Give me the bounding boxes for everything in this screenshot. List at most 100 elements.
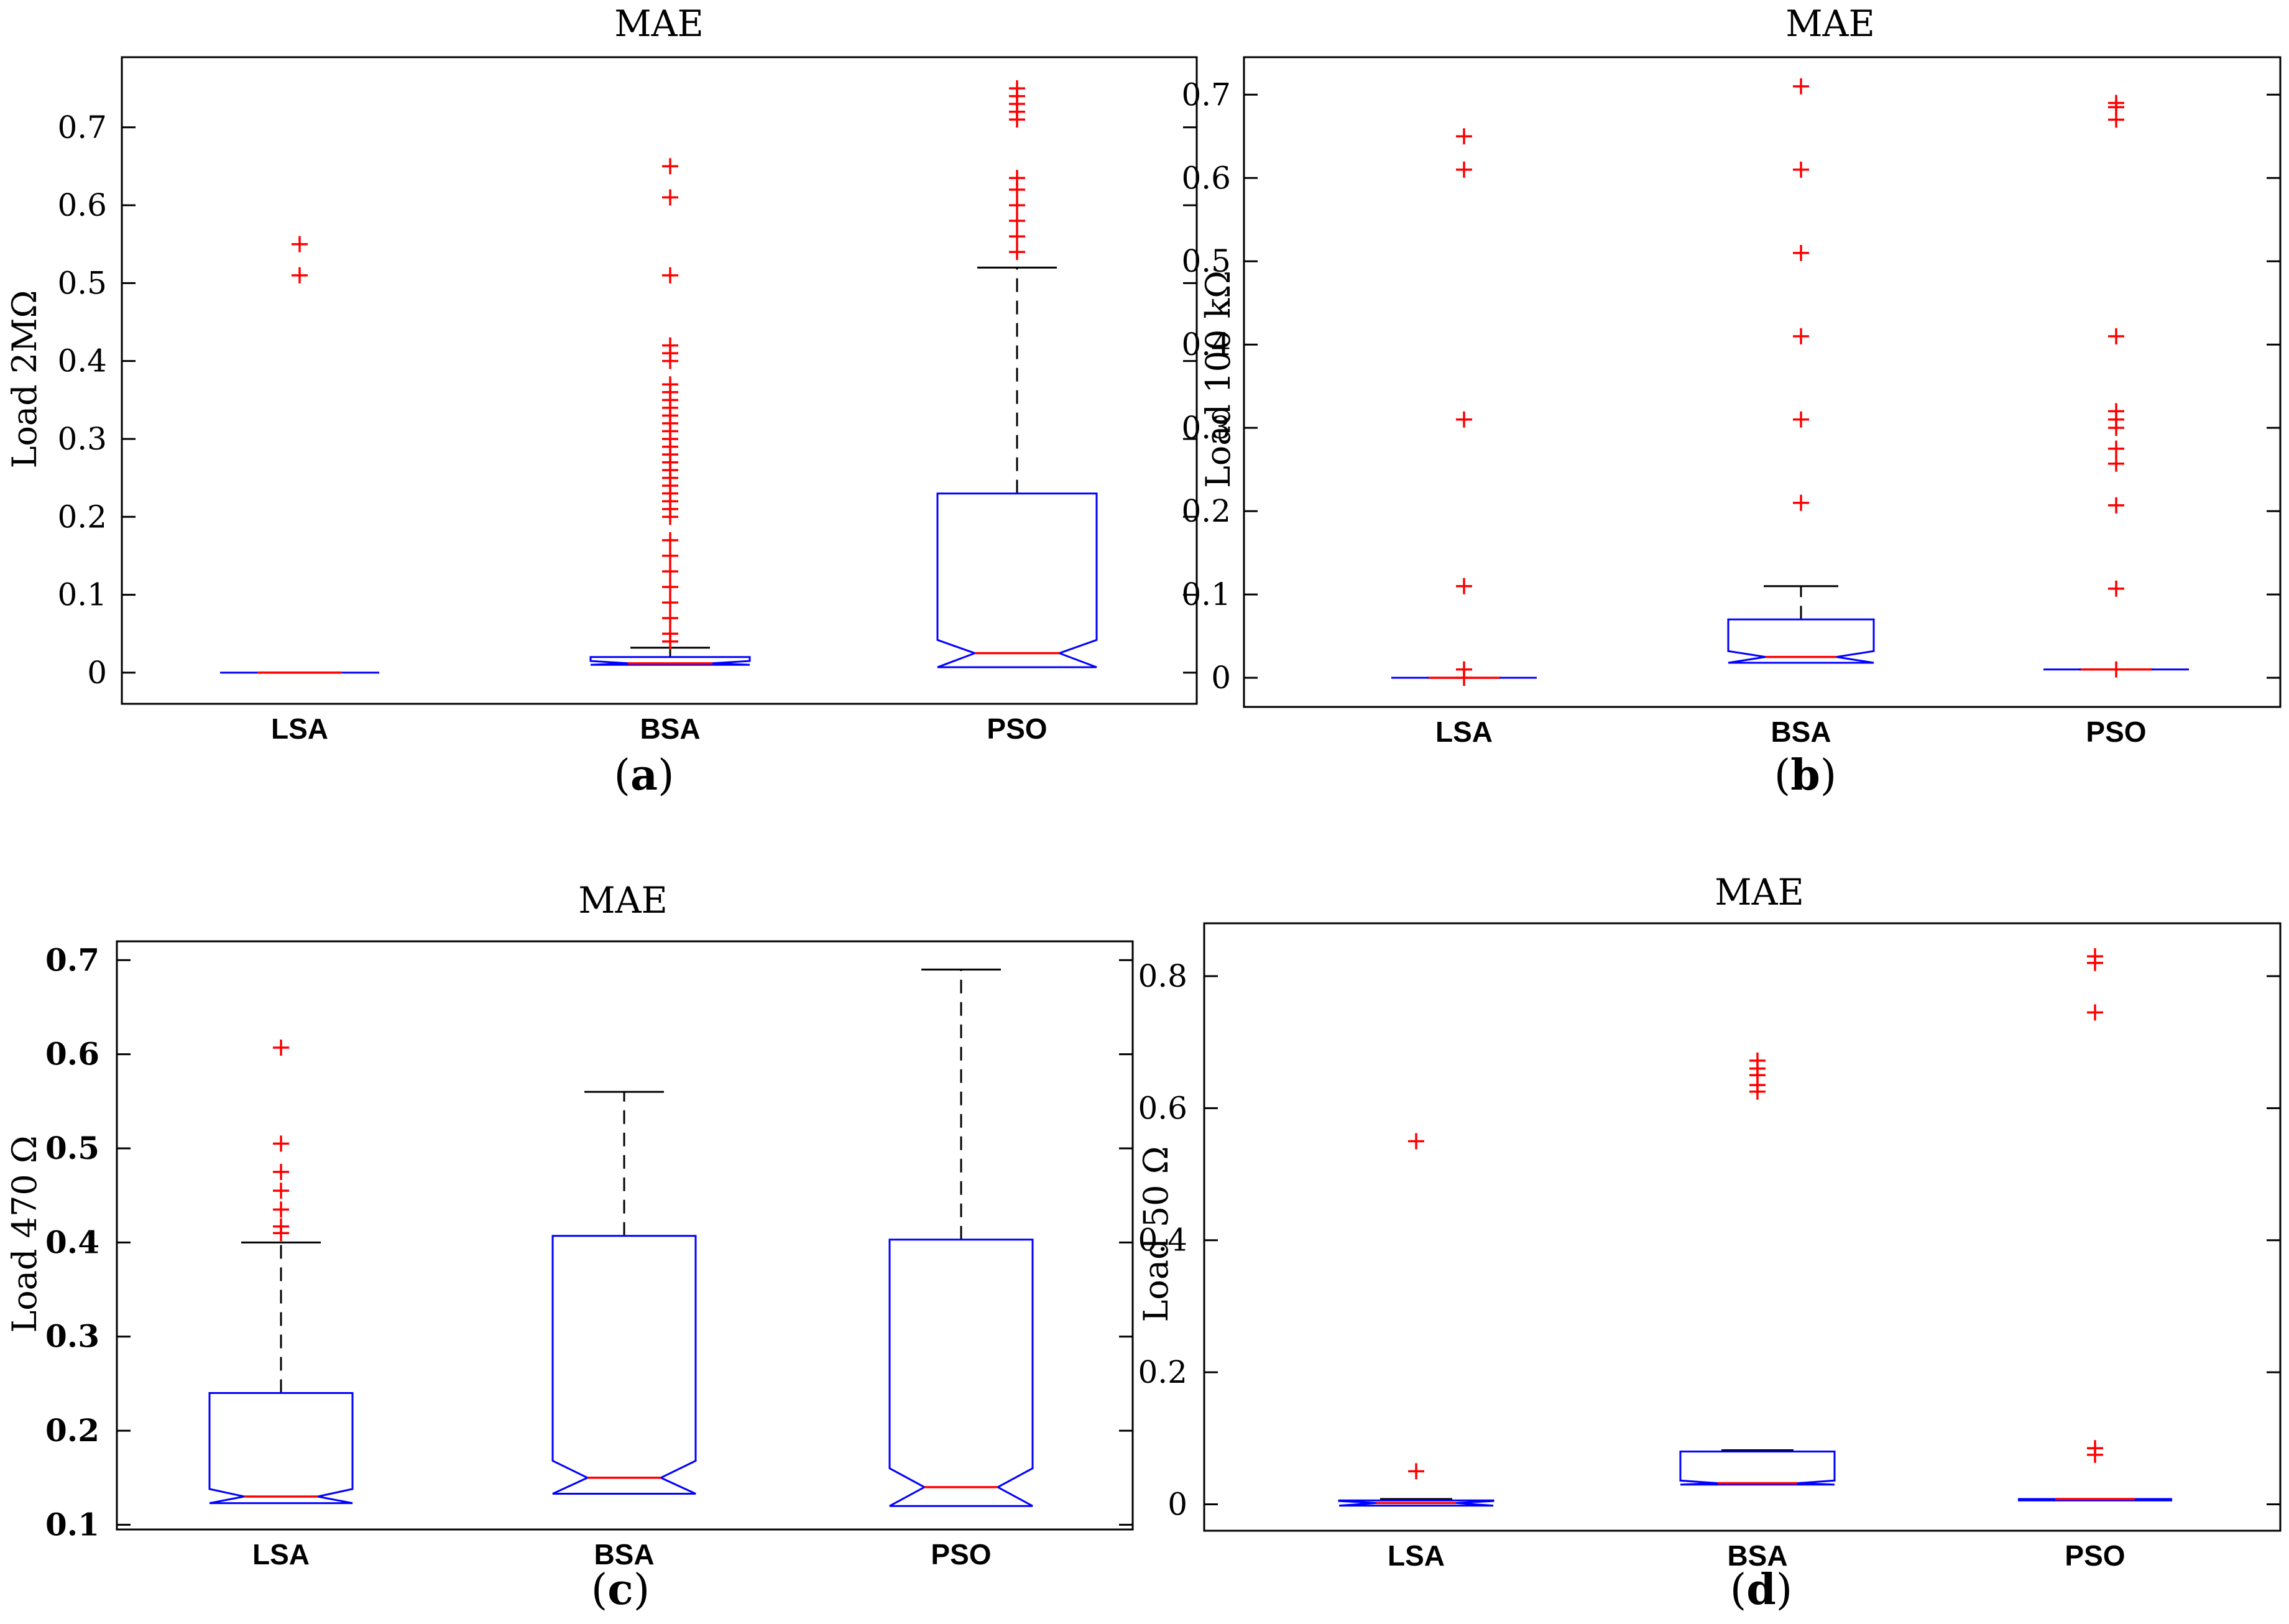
x-tick-label: PSO [931,1538,991,1571]
outlier-point [1456,578,1472,594]
y-tick-label: 0.7 [57,109,107,145]
y-tick-label: 0.2 [45,1412,99,1449]
outlier-point [662,547,678,564]
outlier-point [1408,1463,1424,1480]
chart-title: MAE [614,2,704,45]
box-body [208,1392,354,1505]
y-tick-label: 0.1 [1181,576,1231,612]
box-body [936,492,1098,668]
outlier-point [2087,1004,2103,1021]
y-tick-label: 0.4 [1138,1222,1187,1258]
outlier-point [662,267,678,284]
x-tick-label: LSA [271,713,328,745]
outlier-point [1009,213,1025,229]
y-tick-label: 0.1 [57,577,107,613]
outlier-point [292,236,308,252]
outlier-point [662,610,678,627]
outlier-point [662,158,678,175]
x-tick-label: BSA [1771,716,1831,748]
y-tick-label: 0.3 [45,1318,99,1355]
box-lsa: LSA [220,236,379,745]
box-body [589,656,751,666]
box-pso: PSO [888,968,1034,1571]
outlier-point [1009,80,1025,97]
y-tick-label: 0.4 [1181,326,1231,362]
y-axis-label: Load 100 kΩ [1199,270,1238,488]
y-tick-label: 0.3 [1181,410,1231,446]
box-bsa: BSA [551,1091,697,1571]
x-tick-label: PSO [987,713,1047,745]
outlier-point [273,1163,289,1180]
y-tick-label: 0.2 [1138,1354,1187,1390]
y-tick-label: 0.8 [1138,958,1187,994]
outlier-point [662,337,678,354]
outlier-point [273,1040,289,1056]
outlier-point [2108,328,2124,344]
x-tick-label: BSA [594,1538,654,1571]
chart-title: MAE [1785,2,1875,45]
y-tick-label: 0 [1211,660,1231,696]
y-tick-label: 0.4 [45,1224,99,1260]
y-tick-label: 0.6 [57,187,107,223]
outlier-point [1749,1052,1766,1069]
y-tick-label: 0 [1168,1487,1187,1523]
x-tick-label: PSO [2065,1539,2125,1572]
chart-panel-b: 0 0.1 0.2 0.3 0.4 0.5 0.6 0.7 MAE Load 100 kΩ (b) L… [1181,2,2282,800]
box-bsa: BSA [1727,78,1875,748]
y-axis-label: Load 50 Ω [1136,1146,1176,1322]
panel-label: (b) [1774,750,1837,800]
chart-panel-a: 0 0.1 0.2 0.3 0.4 0.5 0.6 0.7 MAE Load 2MΩ (a) LSA B… [5,2,1198,800]
y-tick-label: 0.6 [1138,1090,1187,1126]
outlier-point [1456,161,1472,178]
x-tick-label: LSA [1435,716,1493,748]
outlier-point [1009,170,1025,187]
outlier-point [1009,244,1025,261]
box-pso: PSO [2043,95,2189,748]
y-tick-label: 0.7 [45,941,99,978]
outlier-point [1793,328,1809,344]
outlier-point [662,594,678,611]
y-tick-label: 0.6 [45,1036,99,1073]
outlier-point [2108,403,2124,420]
y-tick-label: 0.1 [45,1506,99,1543]
outlier-point [273,1218,289,1235]
outlier-point [273,1135,289,1152]
outlier-point [1793,244,1809,261]
outlier-point [1456,411,1472,428]
x-tick-label: BSA [640,713,700,745]
box-pso: PSO [936,80,1098,745]
y-tick-label: 0.5 [1181,243,1231,279]
outlier-point [1793,411,1809,428]
outlier-point [1009,197,1025,214]
outlier-point [273,1183,289,1199]
outlier-point [662,579,678,596]
y-tick-label: 0 [87,655,107,691]
chart-panel-c: 0.1 0.2 0.3 0.4 0.5 0.6 0.7 MAE Load 470 Ω (c) LSA… [5,879,1134,1615]
box-body [1679,1451,1836,1486]
y-tick-label: 0.5 [57,265,107,301]
panel-label: (c) [591,1565,650,1615]
outlier-point [1408,1133,1424,1150]
outlier-point [2108,580,2124,597]
outlier-point [1456,661,1472,678]
outlier-point [1793,494,1809,511]
y-tick-label: 0.2 [1181,493,1231,529]
outlier-point [2087,1440,2103,1457]
chart-panel-d: 0 0.2 0.4 0.6 0.8 MAE Load 50 Ω (d) LSA BSA PSO [1136,871,2282,1615]
outlier-point [2087,948,2103,965]
outlier-point [1793,78,1809,95]
box-lsa: LSA [208,1040,354,1571]
outlier-point [2108,497,2124,514]
box-body [888,1239,1034,1507]
y-tick-label: 0.3 [57,421,107,457]
box-body [1338,1499,1495,1507]
chart-title: MAE [578,879,668,921]
outlier-point [662,189,678,206]
box-lsa: LSA [1391,128,1537,748]
plot-area-frame [116,940,1134,1531]
outlier-point [1456,128,1472,145]
outlier-point [662,532,678,548]
outlier-point [2108,440,2124,457]
y-tick-label: 0.4 [57,343,107,379]
outlier-point [2108,95,2124,111]
